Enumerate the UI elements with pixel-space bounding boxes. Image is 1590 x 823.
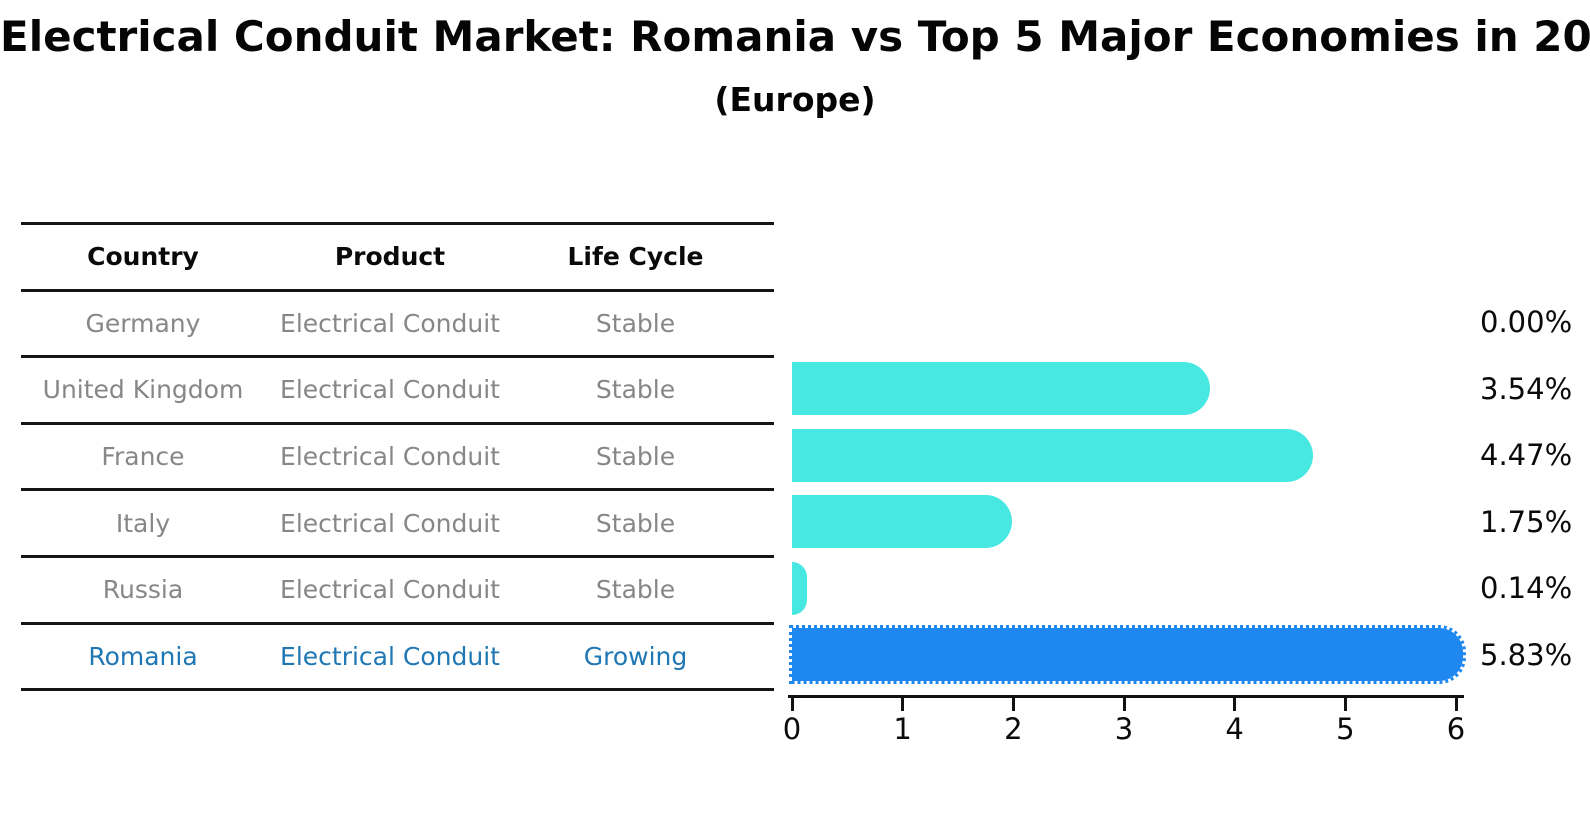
- cell-country: Germany: [85, 308, 201, 338]
- bar-romania: [789, 625, 1467, 685]
- cell-life-cycle: Stable: [595, 508, 676, 538]
- value-label-romania: 5.83%: [1480, 637, 1573, 672]
- cell-product: Electrical Conduit: [280, 508, 500, 538]
- x-axis-tick-3: [1122, 698, 1126, 711]
- table-row-united-kingdom: United Kingdom Electrical Conduit Stable: [21, 358, 774, 425]
- cell-product: Electrical Conduit: [280, 575, 500, 605]
- cell-product: Electrical Conduit: [280, 442, 500, 472]
- x-axis-ticklabel-3: 3: [1114, 712, 1134, 746]
- x-axis-tick-4: [1233, 698, 1237, 711]
- x-axis-tick-2: [1011, 698, 1015, 711]
- x-axis-ticklabel-2: 2: [1004, 712, 1023, 746]
- table-row-romania: Romania Electrical Conduit Growing: [21, 625, 774, 692]
- cell-country: Italy: [115, 508, 171, 538]
- country-table: Country Product Life Cycle Germany Elect…: [21, 222, 774, 692]
- table-row-germany: Germany Electrical Conduit Stable: [21, 292, 774, 359]
- x-axis-ticklabel-0: 0: [782, 712, 802, 746]
- cell-life-cycle: Stable: [595, 442, 676, 472]
- cell-country: United Kingdom: [42, 375, 244, 405]
- value-label-russia: 0.14%: [1480, 571, 1573, 606]
- cell-product: Electrical Conduit: [280, 375, 500, 405]
- cell-product: Electrical Conduit: [280, 641, 500, 671]
- cell-product: Electrical Conduit: [280, 308, 500, 338]
- x-axis-ticklabel-1: 1: [893, 712, 912, 746]
- value-label-italy: 1.75%: [1480, 504, 1573, 539]
- chart-subtitle: (Europe): [714, 80, 876, 119]
- bar-russia: [792, 561, 808, 615]
- cell-life-cycle: Stable: [595, 308, 676, 338]
- column-header-life-cycle: Life Cycle: [567, 242, 704, 272]
- x-axis-tick-0: [790, 698, 794, 711]
- value-label-france: 4.47%: [1480, 438, 1573, 473]
- table-row-russia: Russia Electrical Conduit Stable: [21, 558, 774, 625]
- x-axis-tick-5: [1343, 698, 1347, 711]
- cell-life-cycle: Stable: [595, 575, 676, 605]
- cell-country: Russia: [102, 575, 184, 605]
- x-axis-tick-6: [1454, 698, 1458, 711]
- cell-country: France: [101, 442, 185, 472]
- column-header-product: Product: [334, 242, 446, 272]
- table-row-italy: Italy Electrical Conduit Stable: [21, 491, 774, 558]
- x-axis-tick-1: [901, 698, 905, 711]
- column-header-country: Country: [87, 242, 199, 272]
- cell-country: Romania: [88, 641, 198, 671]
- x-axis-ticklabel-5: 5: [1336, 712, 1355, 746]
- value-label-united-kingdom: 3.54%: [1480, 371, 1573, 406]
- value-label-germany: 0.00%: [1480, 304, 1573, 339]
- bar-united-kingdom: [792, 362, 1210, 415]
- cell-life-cycle: Growing: [583, 641, 688, 671]
- bar-france: [792, 428, 1313, 482]
- chart-title: Electrical Conduit Market: Romania vs To…: [0, 12, 1590, 61]
- table-row-france: France Electrical Conduit Stable: [21, 425, 774, 492]
- x-axis-line: [788, 695, 1464, 698]
- cell-life-cycle: Stable: [595, 375, 676, 405]
- x-axis-ticklabel-4: 4: [1225, 712, 1244, 746]
- table-body: Germany Electrical Conduit Stable United…: [21, 292, 774, 692]
- bar-italy: [792, 495, 1012, 549]
- table-header-row: Country Product Life Cycle: [21, 225, 774, 292]
- x-axis-ticklabel-6: 6: [1446, 712, 1466, 746]
